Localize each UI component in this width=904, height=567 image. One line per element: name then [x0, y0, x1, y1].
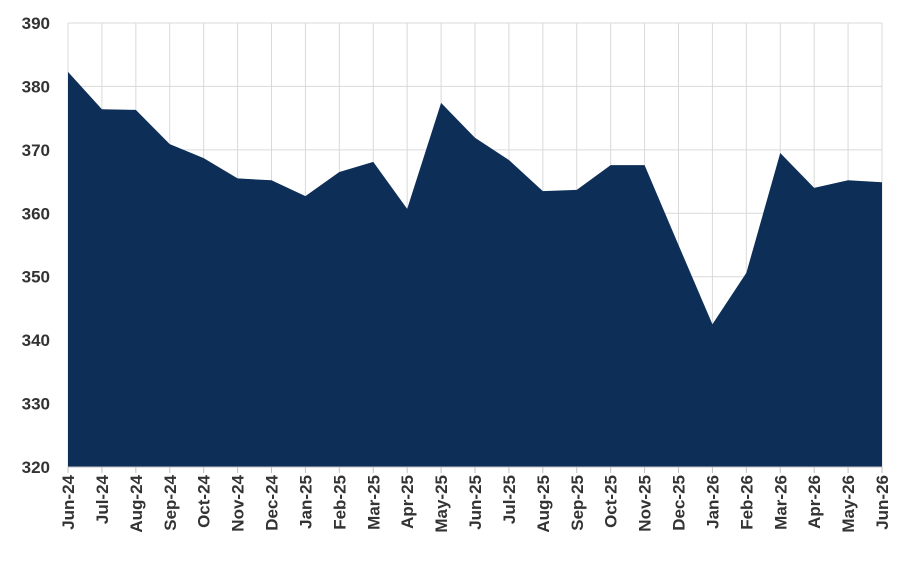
x-tick-label: Apr-26: [805, 475, 824, 529]
x-tick-label: Jul-24: [93, 474, 112, 524]
x-tick-label: May-26: [839, 475, 858, 533]
y-tick-label: 340: [22, 331, 50, 350]
x-tick-label: Apr-25: [398, 475, 417, 529]
area: [68, 71, 882, 467]
x-tick-label: Nov-25: [636, 475, 655, 532]
x-tick-label: Jan-26: [703, 475, 722, 529]
x-tick-label: Dec-25: [670, 475, 689, 531]
x-tick-label: Jun-24: [59, 474, 78, 529]
x-tick-label: Feb-25: [330, 475, 349, 530]
x-tick-label: Nov-24: [229, 474, 248, 531]
x-tick-label: Jun-26: [873, 475, 892, 530]
x-tick-label: Aug-24: [127, 474, 146, 532]
y-tick-label: 330: [22, 395, 50, 414]
x-tick-label: Jun-25: [466, 475, 485, 530]
x-tick-label: Dec-24: [263, 474, 282, 530]
x-tick-label: Aug-25: [534, 475, 553, 533]
y-tick-label: 390: [22, 14, 50, 33]
y-tick-label: 320: [22, 458, 50, 477]
x-tick-label: May-25: [432, 475, 451, 533]
x-tick-label: Feb-26: [737, 475, 756, 530]
x-tick-label: Oct-24: [195, 474, 214, 527]
y-tick-label: 380: [22, 77, 50, 96]
x-tick-label: Jul-25: [500, 475, 519, 524]
y-tick-label: 360: [22, 204, 50, 223]
x-tick-label: Jan-25: [296, 475, 315, 529]
y-tick-label: 370: [22, 141, 50, 160]
y-tick-label: 350: [22, 268, 50, 287]
x-tick-label: Mar-25: [364, 475, 383, 530]
x-tick-label: Mar-26: [771, 475, 790, 530]
x-tick-label: Sep-25: [568, 475, 587, 531]
x-tick-label: Oct-25: [602, 475, 621, 528]
x-tick-label: Sep-24: [161, 474, 180, 530]
